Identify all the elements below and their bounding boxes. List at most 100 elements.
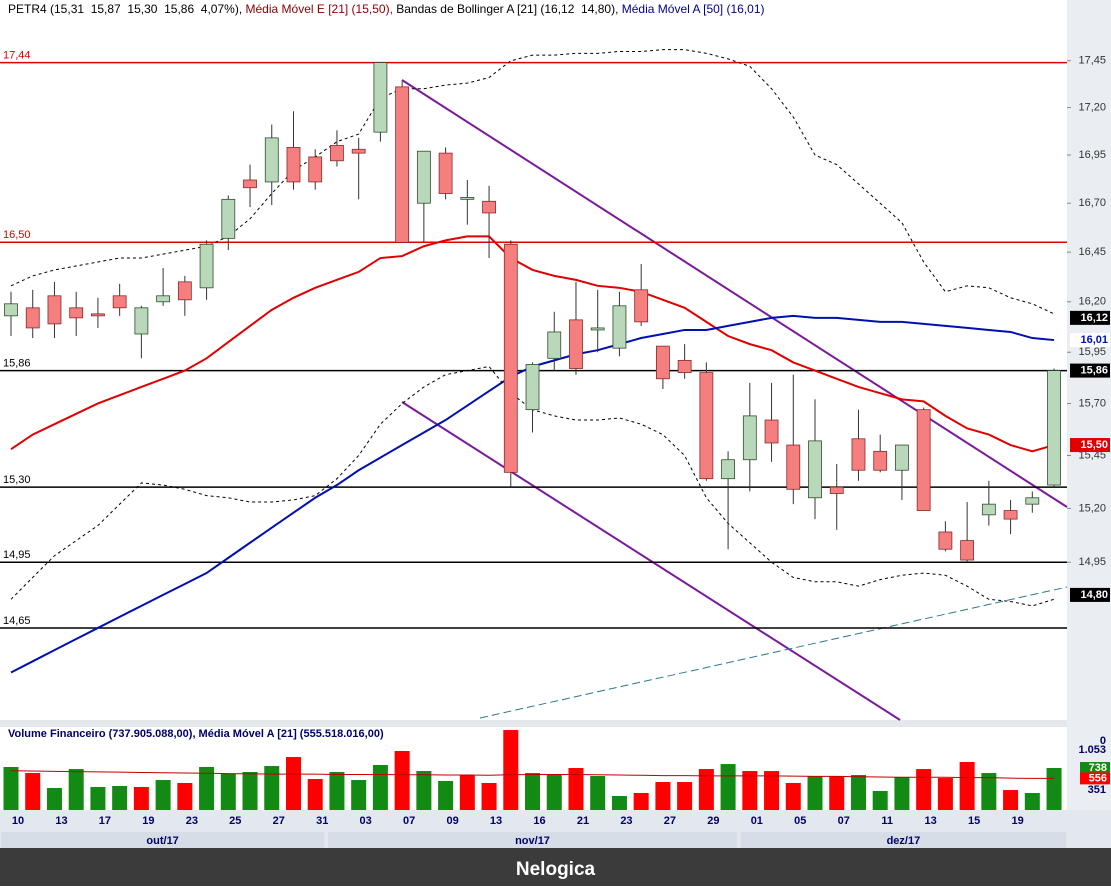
candle-body [1047,370,1061,486]
axis-panel [1067,0,1111,848]
y-tick-label: 16,45 [1078,246,1106,258]
x-tick-label: 05 [794,815,806,827]
candle-body [938,531,953,550]
trend-line [401,79,1068,508]
candle-body [308,156,323,183]
x-tick-label: 15 [968,815,980,827]
volume-tag-label: 738 [1089,762,1107,774]
x-tick-label: 23 [186,815,198,827]
trend-line [401,401,901,721]
candle-body [677,359,692,374]
volume-bar [459,775,475,810]
price-tag [1070,310,1110,325]
month-band [740,832,1066,848]
x-tick-label: 21 [577,815,589,827]
candle-body [221,198,236,239]
volume-bar [264,766,280,810]
candle-body [482,200,496,214]
x-tick-label: 27 [273,815,285,827]
candle-body [786,444,801,490]
chart: 17,45 17,20 16,95 16,70 16,45 16,20 15,95 15,70… [0,0,1111,848]
price-tag [1070,333,1110,348]
volume-bar [503,730,519,810]
volume-tick-label: 351 [1088,784,1106,796]
volume-bar [220,773,236,810]
y-tick-label: 15,95 [1078,346,1106,358]
legend-entry: Bandas de Bollinger A [21] (16,12 14,80)… [396,2,622,16]
month-label: dez/17 [887,835,921,847]
volume-bar [546,773,562,810]
volume-bar [981,773,997,810]
volume-average [10,770,1055,779]
candle-body [4,303,18,317]
candle-body [395,86,410,243]
volume-bar [90,787,106,810]
candle-body [416,150,431,204]
volume-bar [872,790,888,810]
month-label: nov/17 [515,835,550,847]
x-tick-label: 11 [881,815,893,827]
volume-bar [199,766,215,810]
volume-tag [1080,772,1110,785]
x-tick-label: 29 [707,815,719,827]
volume-bar [177,782,193,810]
volume-bar [937,778,953,810]
volume-tag [1080,762,1110,775]
x-tick-label: 09 [446,815,458,827]
level-label: 14,95 [3,549,31,561]
level-label: 16,50 [3,229,31,241]
volume-bar [1024,792,1040,810]
volume-bar [764,771,780,810]
volume-bar [112,785,128,810]
volume-bar [416,771,432,810]
x-tick-label: 31 [316,815,328,827]
volume-bar [611,796,627,810]
volume-bar [525,773,541,810]
y-tick-label: 14,95 [1078,556,1106,568]
volume-bar [568,768,584,810]
volume-bar [372,765,388,810]
volume-bar [25,773,41,810]
candle-body [69,307,84,319]
candle-body [199,243,214,289]
x-tick-label: 07 [838,815,850,827]
x-tick-label: 10 [12,815,24,827]
candle-body [351,148,366,154]
price-tag-label: 14,80 [1080,589,1108,601]
candle-body [1003,510,1018,520]
candle-body [764,419,779,444]
level-label: 15,86 [3,357,31,369]
price-tag-label: 16,12 [1080,312,1108,324]
legend: PETR4 (15,31 15,87 15,30 15,86 4,07%), M… [8,2,765,16]
candle-body [960,540,975,561]
volume-bar [807,775,823,810]
candle-body [590,327,605,331]
month-band [1,832,325,848]
candle-body [742,415,757,461]
y-tick-label: 17,45 [1078,55,1106,67]
volume-bar [829,775,845,810]
candle-body [851,438,866,471]
separator [0,720,1067,727]
x-tick-label: 13 [490,815,502,827]
candle-body [829,486,844,494]
price-tag-label: 15,50 [1080,439,1108,451]
candle-body [916,409,931,511]
volume-bar [742,771,758,810]
level-label: 15,30 [3,474,31,486]
volume-bar [720,764,736,810]
candle-body [112,295,127,309]
candle-body [243,179,257,189]
volume-bar [3,766,19,810]
volume-bar [698,769,714,810]
x-tick-label: 01 [751,815,763,827]
x-tick-label: 13 [925,815,937,827]
candle-body [460,197,475,200]
price-tag [1070,587,1110,602]
footer: Nelogica [0,848,1111,886]
x-tick-label: 23 [620,815,632,827]
volume-bar [133,787,149,810]
month-band [327,832,738,848]
candle-body [525,364,540,411]
y-tick-label: 17,20 [1078,101,1106,113]
